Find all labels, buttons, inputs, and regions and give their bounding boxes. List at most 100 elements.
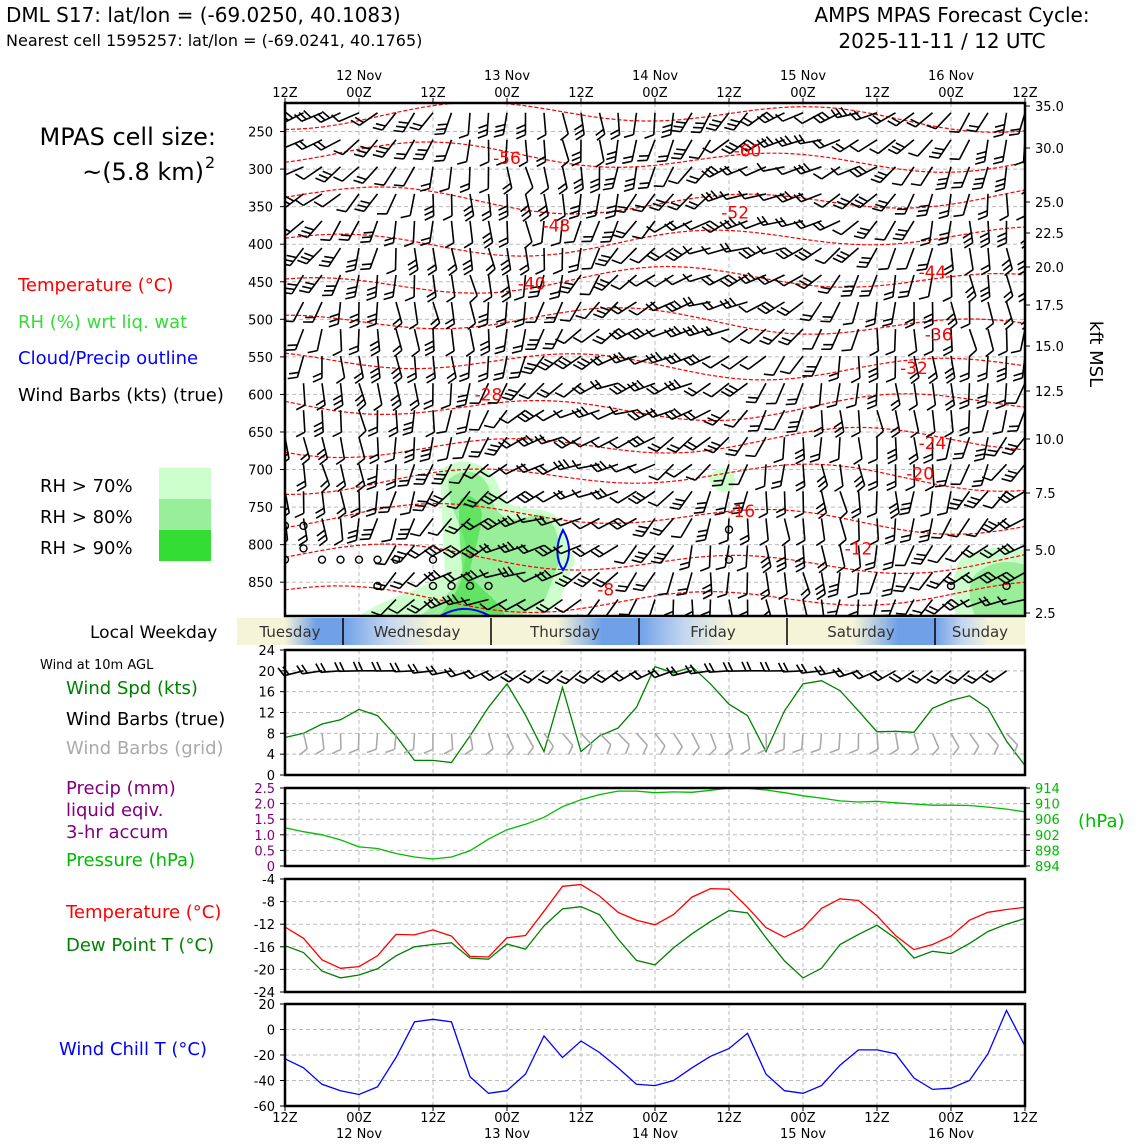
wind-barb (525, 325, 544, 352)
barb-shaft (489, 329, 490, 351)
wind-barb (555, 376, 581, 399)
grid-wind-barb (593, 733, 613, 754)
pressure-tick-label: 500 (248, 313, 273, 328)
surface-panels: 0481216202400.51.01.52.02.58948989029069… (254, 644, 1060, 1140)
wind-barb (386, 248, 396, 274)
wind-barb (420, 436, 433, 463)
wind-barb (1002, 459, 1025, 485)
barb-shaft (693, 437, 711, 450)
barb-flag (590, 179, 599, 183)
barb-flag (998, 351, 1007, 355)
barb-flag (373, 405, 383, 411)
barb-flag (484, 422, 494, 431)
barb-flag (495, 128, 505, 133)
barb-flag (370, 346, 379, 351)
wind-barb (369, 356, 381, 383)
barb-shaft (710, 545, 711, 567)
wind-barb (950, 136, 970, 163)
barb-shaft (982, 410, 988, 431)
wind-barb (591, 375, 618, 390)
wind-barb (332, 105, 359, 124)
barb-flag (308, 349, 318, 355)
barb-flag (394, 155, 404, 163)
barb-flag (437, 457, 447, 463)
wind-barb (350, 356, 364, 383)
barb-flag (960, 427, 969, 431)
wind-barb (480, 275, 493, 302)
wind-barb (757, 239, 784, 255)
barb-flag (350, 324, 359, 328)
surface-wind-barb (889, 663, 914, 684)
wind-barb (868, 356, 878, 382)
barb-shaft (633, 167, 636, 189)
wind-barb (910, 567, 933, 593)
barb-shaft (523, 302, 525, 324)
barb-shaft (859, 410, 861, 432)
wind-barb (821, 325, 840, 352)
wind-barb (514, 301, 525, 328)
wind-barb (702, 320, 729, 336)
barb-flag (371, 378, 380, 383)
barb-shaft (730, 383, 748, 396)
barb-flag (717, 593, 726, 598)
barb-flag (637, 157, 647, 164)
wind-barb (700, 545, 710, 571)
wind-barb (857, 244, 877, 271)
wind-barb (920, 490, 932, 517)
kft-tick-label: 30.0 (1035, 142, 1064, 157)
barb-flag (384, 296, 393, 301)
wind-barb (276, 491, 290, 518)
barb-flag (820, 318, 830, 326)
barb-flag (425, 341, 434, 345)
barb-flag (403, 426, 412, 431)
barb-flag (997, 378, 1006, 382)
surface-wind-barb (519, 664, 544, 686)
barb-flag (367, 291, 376, 296)
surface-wind-barb (593, 663, 618, 684)
barb-flag (741, 749, 750, 754)
barb-shaft (963, 194, 969, 215)
barb-flag (777, 567, 786, 572)
barb-shaft (674, 464, 692, 477)
barb-shaft (470, 329, 474, 351)
barb-flag (390, 395, 400, 401)
wind-barb (979, 302, 994, 329)
wind-barb (860, 569, 877, 597)
barb-shaft (959, 113, 969, 132)
wind-barb (739, 240, 766, 260)
wind-barb (314, 464, 331, 492)
barb-flag (404, 459, 413, 463)
barb-flag (495, 123, 505, 128)
bottom-time-label: 12Z (864, 1111, 890, 1126)
barb-shaft (946, 437, 951, 458)
barb-shaft (812, 356, 821, 376)
barb-flag (431, 480, 441, 488)
barb-flag (537, 135, 546, 140)
wind-barb (979, 221, 990, 248)
temperature-label: -28 (475, 385, 503, 405)
barb-flag (296, 481, 305, 486)
wind-barb (908, 134, 932, 159)
barb-shaft (908, 275, 914, 296)
bottom-time-label: 12Z (568, 1111, 594, 1126)
barb-flag (528, 294, 538, 300)
barb-flag (817, 562, 827, 568)
wind-barb (612, 242, 637, 267)
barb-flag (883, 561, 892, 566)
barb-shaft (755, 437, 766, 456)
barb-flag (919, 538, 929, 544)
barb-flag (464, 211, 474, 216)
barb-shaft (796, 383, 803, 404)
wind-barb (406, 329, 421, 356)
barb-flag (657, 158, 667, 165)
barb-flag (828, 593, 837, 598)
barb-flag (572, 152, 581, 156)
wind-barb (778, 323, 803, 348)
barb-shaft (766, 600, 772, 621)
wind-barb (443, 356, 457, 383)
wind-barb (498, 221, 508, 247)
barb-shaft (338, 302, 340, 324)
barb-flag (558, 188, 568, 194)
barb-shaft (415, 329, 420, 350)
